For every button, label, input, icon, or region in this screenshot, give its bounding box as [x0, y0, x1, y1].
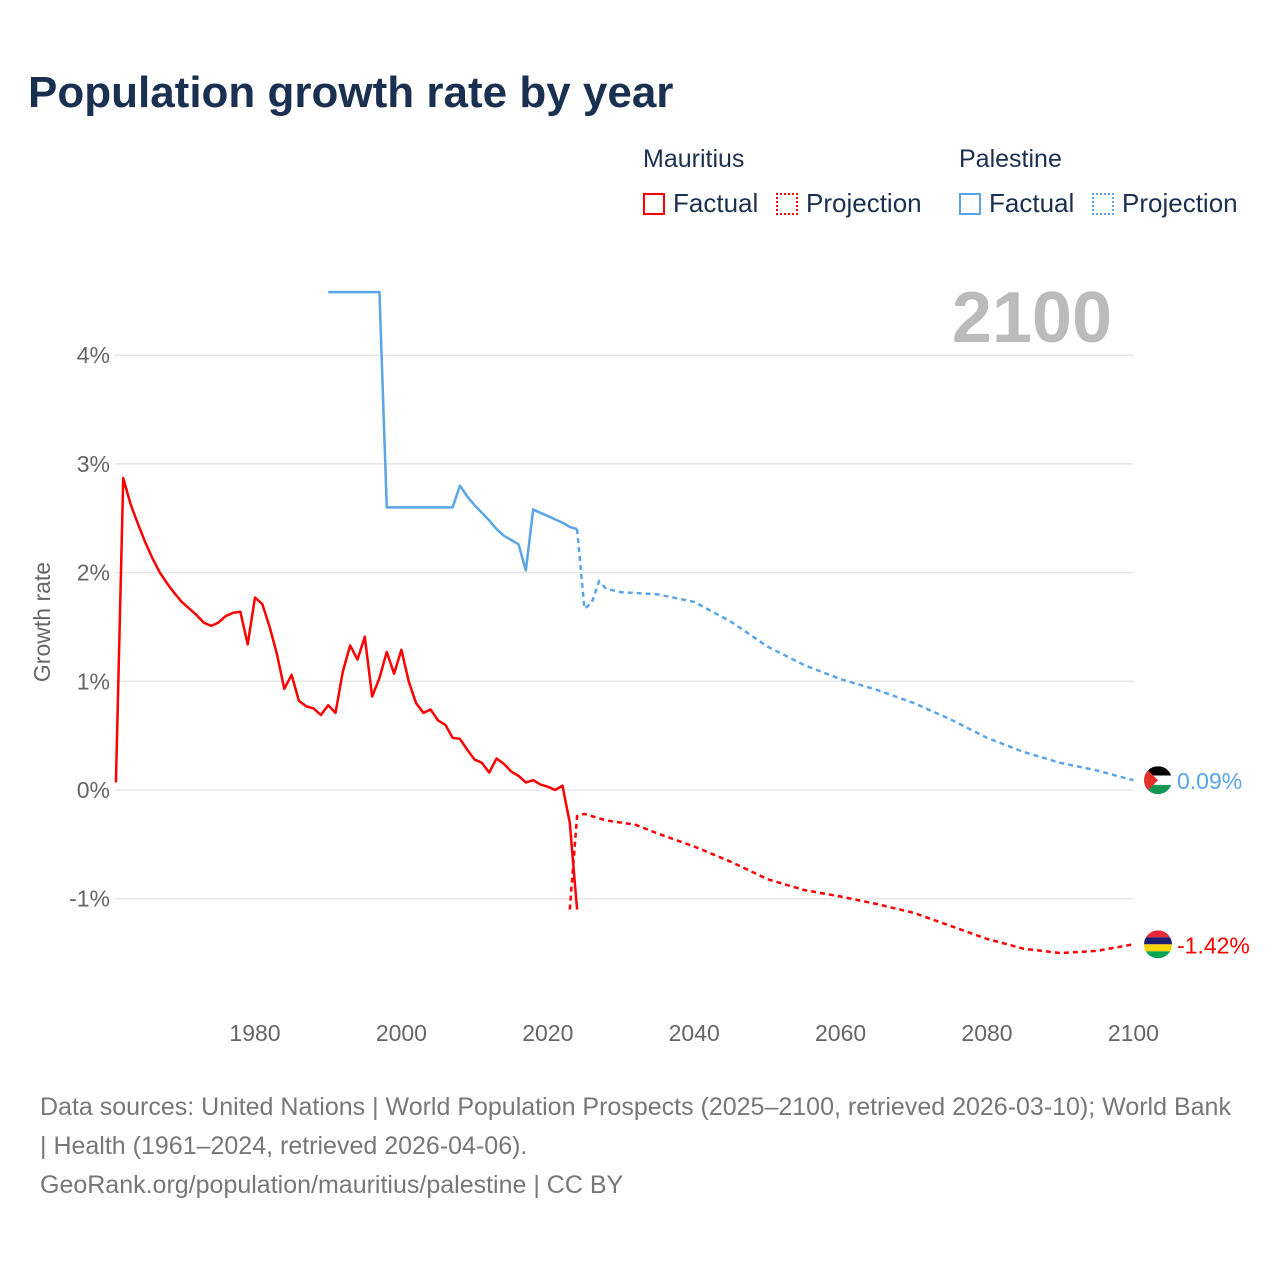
dotted-swatch-icon — [1092, 192, 1114, 215]
flag-stripe — [1144, 766, 1172, 776]
x-tick-label: 2000 — [376, 1020, 427, 1046]
y-tick-label: -1% — [69, 886, 110, 912]
y-tick-label: 4% — [77, 342, 110, 368]
line-palestine-projection — [575, 529, 1134, 782]
footer: Data sources: United Nations | World Pop… — [40, 1088, 1240, 1205]
x-tick-label: 2040 — [669, 1020, 720, 1046]
flag-stripe — [1144, 775, 1172, 785]
flag-mauritius-icon — [1144, 930, 1172, 959]
x-tick-label: 1980 — [229, 1020, 280, 1046]
line-mauritius-projection — [568, 812, 1134, 955]
legend-mauritius-factual[interactable]: Factual — [643, 188, 758, 219]
y-tick-label: 3% — [77, 451, 110, 477]
flag-stripe — [1144, 944, 1172, 952]
dotted-swatch-icon — [776, 192, 798, 215]
legend-label: Factual — [989, 188, 1075, 218]
legend-label: Factual — [673, 188, 759, 218]
chart-title: Population growth rate by year — [28, 68, 674, 117]
y-tick-label: 1% — [77, 668, 110, 694]
flag-body — [1144, 930, 1172, 959]
legend-label: Projection — [1122, 188, 1238, 218]
y-axis-label: Growth rate — [29, 562, 55, 682]
x-tick-label: 2020 — [522, 1020, 573, 1046]
attribution-link[interactable]: GeoRank.org/population/mauritius/palesti… — [40, 1171, 624, 1199]
flag-palestine-icon — [1144, 766, 1172, 795]
y-tick-label: 2% — [77, 560, 110, 586]
solid-swatch-icon — [959, 192, 981, 215]
legend-label: Projection — [806, 188, 922, 218]
flag-stripe — [1144, 784, 1172, 795]
year-label: 2100 — [952, 278, 1112, 358]
flag-stripe — [1144, 937, 1172, 945]
end-value-label: -1.42% — [1177, 932, 1250, 958]
x-tick-label: 2100 — [1108, 1020, 1159, 1046]
x-tick-label: 2060 — [815, 1020, 866, 1046]
solid-swatch-icon — [643, 192, 665, 215]
legend-palestine-projection[interactable]: Projection — [1092, 188, 1238, 219]
legend-palestine-factual[interactable]: Factual — [959, 188, 1074, 219]
x-tick-label: 2080 — [961, 1020, 1012, 1046]
legend-group-mauritius: Mauritius — [643, 145, 745, 173]
end-value-label: 0.09% — [1177, 768, 1242, 794]
flag-triangle — [1144, 766, 1158, 795]
line-mauritius-factual — [114, 476, 579, 910]
line-palestine-factual — [328, 290, 578, 572]
legend-mauritius-projection[interactable]: Projection — [776, 188, 922, 219]
data-sources: Data sources: United Nations | World Pop… — [40, 1093, 1231, 1160]
flag-body — [1144, 766, 1172, 795]
y-tick-label: 0% — [77, 777, 110, 803]
flag-stripe — [1144, 930, 1172, 938]
flag-stripe — [1144, 951, 1172, 959]
legend-group-palestine: Palestine — [959, 145, 1062, 173]
